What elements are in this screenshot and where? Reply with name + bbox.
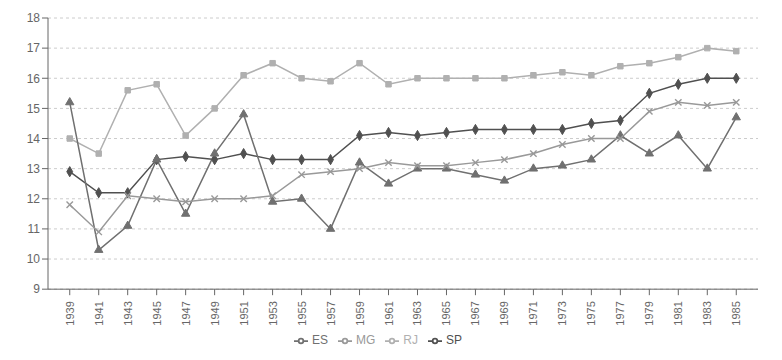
svg-text:1985: 1985 bbox=[730, 301, 742, 325]
html-text:MG: MG bbox=[356, 333, 376, 348]
svg-text:17: 17 bbox=[27, 41, 41, 55]
html-text:ES: ES bbox=[312, 333, 328, 348]
svg-text:15: 15 bbox=[27, 102, 41, 116]
svg-text:1953: 1953 bbox=[267, 301, 279, 325]
html-text:RJ: RJ bbox=[403, 333, 418, 348]
svg-text:1957: 1957 bbox=[325, 301, 337, 325]
html-text:SP: SP bbox=[446, 333, 462, 348]
svg-text:13: 13 bbox=[27, 162, 41, 176]
svg-text:18: 18 bbox=[27, 11, 41, 25]
svg-text:1955: 1955 bbox=[296, 301, 308, 325]
svg-text:1947: 1947 bbox=[180, 301, 192, 325]
svg-text:1975: 1975 bbox=[585, 301, 597, 325]
svg-text:1967: 1967 bbox=[469, 301, 481, 325]
svg-text:1941: 1941 bbox=[93, 301, 105, 325]
svg-text:10: 10 bbox=[27, 252, 41, 266]
svg-text:1949: 1949 bbox=[209, 301, 221, 325]
svg-text:1979: 1979 bbox=[643, 301, 655, 325]
svg-text:1945: 1945 bbox=[151, 301, 163, 325]
svg-text:1977: 1977 bbox=[614, 301, 626, 325]
svg-text:1965: 1965 bbox=[440, 301, 452, 325]
svg-text:11: 11 bbox=[28, 222, 41, 236]
svg-text:1969: 1969 bbox=[498, 301, 510, 325]
svg-text:1939: 1939 bbox=[64, 301, 76, 325]
svg-text:1981: 1981 bbox=[672, 301, 684, 325]
svg-text:12: 12 bbox=[27, 192, 41, 206]
svg-text:1973: 1973 bbox=[556, 301, 568, 325]
svg-text:1983: 1983 bbox=[701, 301, 713, 325]
svg-text:1961: 1961 bbox=[383, 301, 395, 325]
svg-text:1943: 1943 bbox=[122, 301, 134, 325]
svg-text:1971: 1971 bbox=[527, 301, 539, 325]
svg-text:16: 16 bbox=[27, 72, 41, 86]
svg-text:1963: 1963 bbox=[411, 301, 423, 325]
svg-text:14: 14 bbox=[27, 132, 41, 146]
svg-text:9: 9 bbox=[33, 282, 40, 296]
svg-text:1959: 1959 bbox=[354, 301, 366, 325]
svg-text:1951: 1951 bbox=[238, 301, 250, 325]
